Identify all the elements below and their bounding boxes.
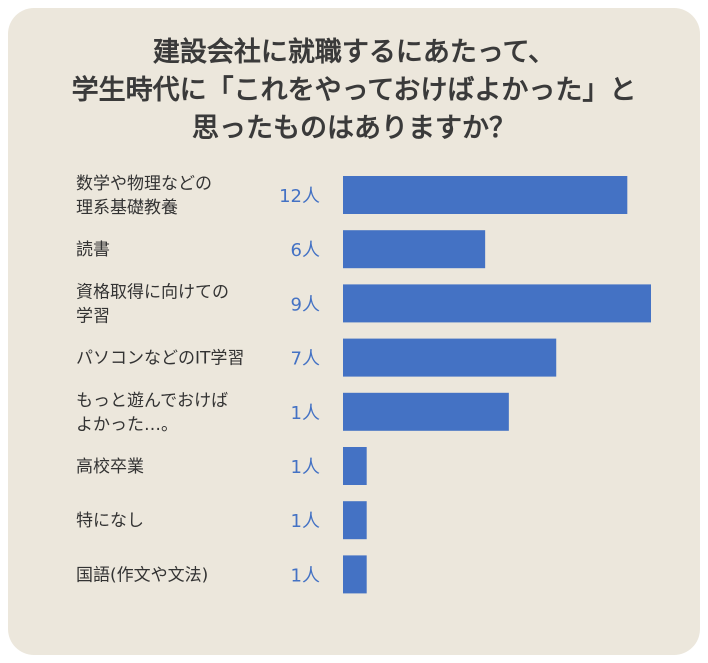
- chart-card: 建設会社に就職するにあたって、 学生時代に「これをやっておけばよかった」と 思っ…: [8, 8, 700, 655]
- value-label: 9人: [291, 294, 320, 315]
- category-label-line: 高校卒業: [76, 457, 144, 477]
- category-label: 数学や物理などの理系基礎教養: [76, 174, 212, 218]
- bar: [343, 447, 367, 485]
- value-label: 1人: [291, 565, 320, 586]
- value-label: 1人: [291, 511, 320, 532]
- category-label: もっと遊んでおけばよかった…。: [76, 391, 228, 435]
- value-label: 7人: [291, 349, 320, 370]
- value-label: 12人: [279, 186, 320, 207]
- bar: [343, 176, 628, 214]
- category-label: 特になし: [76, 511, 144, 531]
- category-label: 資格取得に向けての学習: [76, 282, 229, 326]
- category-label-line: 理系基礎教養: [76, 198, 178, 218]
- bar: [343, 284, 651, 323]
- category-label: パソコンなどのIT学習: [76, 349, 244, 369]
- category-label-line: 学習: [76, 306, 110, 326]
- title-line-3: 思ったものはありますか？: [192, 113, 516, 144]
- value-label: 6人: [291, 240, 320, 261]
- category-label-line: もっと遊んでおけば: [76, 391, 228, 411]
- category-label-line: 特になし: [76, 511, 144, 531]
- bar: [343, 392, 509, 431]
- category-label: 読書: [76, 240, 110, 260]
- category-label-line: 資格取得に向けての: [76, 282, 229, 302]
- category-label-line: 読書: [76, 240, 110, 260]
- category-label-line: パソコンなどのIT学習: [76, 349, 244, 369]
- chart-title: 建設会社に就職するにあたって、 学生時代に「これをやっておけばよかった」と 思っ…: [8, 34, 700, 148]
- bar: [343, 501, 367, 540]
- bar: [343, 230, 486, 269]
- value-label: 1人: [291, 403, 320, 424]
- bar: [343, 555, 367, 594]
- category-label: 高校卒業: [76, 457, 144, 477]
- title-line-1: 建設会社に就職するにあたって、: [152, 37, 556, 68]
- category-label-line: 国語(作文や文法): [76, 565, 208, 585]
- value-label: 1人: [291, 457, 320, 478]
- bar: [343, 338, 557, 377]
- title-line-2: 学生時代に「これをやっておけばよかった」と: [71, 75, 637, 106]
- category-label-line: 数学や物理などの: [76, 174, 212, 194]
- category-label-line: よかった…。: [76, 415, 178, 435]
- category-label: 国語(作文や文法): [76, 565, 208, 585]
